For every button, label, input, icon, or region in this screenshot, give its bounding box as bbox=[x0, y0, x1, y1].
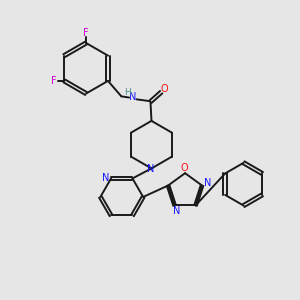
Text: N: N bbox=[173, 206, 180, 216]
Text: N: N bbox=[147, 164, 155, 174]
Text: F: F bbox=[51, 76, 56, 86]
Text: N: N bbox=[102, 173, 110, 183]
Text: N: N bbox=[204, 178, 211, 188]
Text: F: F bbox=[83, 28, 89, 38]
Text: O: O bbox=[181, 163, 188, 173]
Text: H: H bbox=[124, 88, 131, 97]
Text: N: N bbox=[129, 92, 136, 102]
Text: O: O bbox=[160, 84, 168, 94]
